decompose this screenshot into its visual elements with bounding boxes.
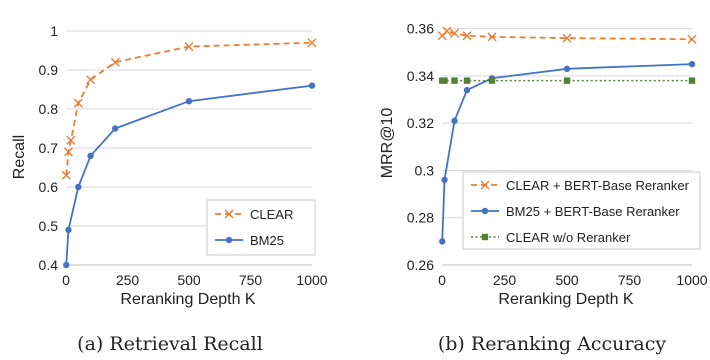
data-point (451, 117, 458, 125)
data-point (451, 77, 458, 84)
data-point (61, 170, 71, 180)
data-point (63, 261, 70, 269)
x-tick-label: 1000 (296, 272, 327, 288)
legend: CLEAR BM25 (206, 199, 316, 256)
y-tick-label: 0.8 (39, 101, 59, 117)
data-point (562, 33, 572, 43)
series-bm25 (63, 82, 316, 269)
data-point (307, 38, 317, 48)
data-point (563, 65, 571, 73)
grid-lines (66, 30, 312, 266)
legend-label: CLEAR + BERT-Base Reranker (506, 178, 690, 193)
data-point (488, 77, 496, 84)
y-tick-label: 0.34 (407, 68, 434, 84)
data-point (463, 77, 471, 84)
data-point (66, 135, 76, 145)
y-tick-label: 0.3 (415, 162, 435, 178)
legend-item: CLEAR + BERT-Base Reranker (471, 178, 690, 193)
y-tick-label: 0.6 (39, 179, 59, 195)
x-tick-label: 0 (62, 272, 70, 288)
data-point (462, 31, 472, 41)
legend-item: BM25 (215, 233, 284, 248)
y-tick-labels: 0.4 0.5 0.6 0.7 0.8 0.9 1 (39, 23, 59, 273)
data-point (441, 77, 448, 84)
data-point (441, 176, 448, 184)
legend-item: CLEAR (215, 207, 293, 222)
x-tick-labels: 0 250 500 750 1000 (438, 272, 708, 288)
x-tick-labels: 0 250 500 750 1000 (62, 272, 328, 288)
series-clear (61, 38, 317, 180)
data-point (687, 34, 697, 44)
data-point (63, 147, 73, 157)
x-tick-label: 0 (438, 272, 446, 288)
legend-box (206, 199, 316, 256)
legend-item: CLEAR w/o Reranker (471, 230, 631, 245)
series-bm25-bert-base-reranker (439, 60, 696, 245)
data-point (563, 77, 571, 84)
data-point (439, 238, 446, 245)
series-line (65, 41, 313, 176)
data-point (450, 28, 459, 38)
x-tick-label: 750 (239, 272, 263, 288)
data-point (110, 57, 120, 67)
legend: CLEAR + BERT-Base Reranker BM25 + BERT-Ba… (462, 171, 701, 250)
x-tick-label: 250 (116, 272, 140, 288)
series-clear-w-o-reranker (439, 77, 696, 84)
chart-reranking-accuracy: 0.26 0.28 0.3 0.32 0.34 0.36 0 250 500 750 1000 M… (379, 21, 708, 355)
series-layer (437, 26, 697, 245)
chart-retrieval-recall: 0.4 0.5 0.6 0.7 0.8 0.9 1 0 250 500 750 1000 Recal… (11, 23, 328, 355)
data-point (112, 125, 119, 132)
y-axis-label: Recall (11, 135, 28, 179)
y-tick-label: 0.36 (407, 21, 434, 37)
legend-marker (225, 236, 233, 244)
y-tick-label: 0.26 (407, 257, 434, 273)
data-point (75, 183, 82, 191)
x-tick-label: 250 (493, 272, 517, 288)
x-axis-label: Reranking Depth K (498, 291, 634, 308)
data-point (487, 32, 497, 42)
legend-marker (481, 207, 489, 215)
legend-marker (481, 233, 489, 241)
data-point (87, 152, 94, 159)
y-tick-label: 0.5 (39, 218, 59, 234)
x-axis-label: Reranking Depth K (120, 291, 256, 308)
y-tick-label: 1 (50, 23, 58, 39)
series-clear-bert-base-reranker (437, 26, 697, 44)
x-tick-label: 500 (555, 272, 579, 288)
legend-box (462, 171, 701, 250)
y-tick-label: 0.4 (39, 257, 59, 273)
data-point (184, 42, 194, 52)
legend-label: CLEAR (250, 207, 293, 222)
data-point (463, 86, 471, 94)
data-point (688, 60, 696, 68)
legend-label: BM25 (250, 233, 284, 248)
data-point (688, 77, 696, 84)
x-tick-label: 750 (618, 272, 642, 288)
data-point (73, 98, 83, 108)
data-point (185, 98, 193, 105)
series-layer (61, 38, 317, 269)
y-axis-label: MRR@10 (379, 108, 396, 179)
legend-label: BM25 + BERT-Base Reranker (506, 204, 680, 219)
legend-item: BM25 + BERT-Base Reranker (471, 204, 680, 219)
x-tick-label: 1000 (676, 272, 707, 288)
caption: (b) Reranking Accuracy (438, 333, 667, 355)
legend-marker (224, 209, 234, 219)
data-point (65, 226, 72, 234)
legend-marker (480, 180, 490, 190)
y-tick-label: 0.28 (407, 210, 434, 226)
data-point (86, 75, 96, 85)
data-point (442, 26, 452, 36)
legend-label: CLEAR w/o Reranker (506, 230, 631, 245)
x-tick-label: 500 (177, 272, 201, 288)
caption: (a) Retrieval Recall (77, 333, 263, 355)
y-tick-label: 0.7 (39, 140, 59, 156)
y-tick-label: 0.9 (39, 62, 59, 78)
data-point (308, 82, 316, 89)
y-tick-label: 0.32 (407, 115, 434, 131)
y-tick-labels: 0.26 0.28 0.3 0.32 0.34 0.36 (407, 21, 434, 273)
